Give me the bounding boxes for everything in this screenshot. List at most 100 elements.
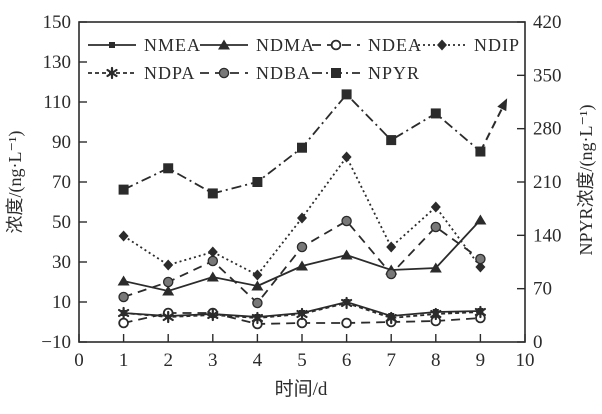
marker-asterisk [296,307,308,321]
marker-square [163,163,174,174]
npyr-axis-arrowhead [497,98,508,112]
x-axis-tick-label: 7 [386,350,396,371]
x-axis-tick-label: 3 [208,350,218,371]
x-axis-title: 时间/d [274,379,328,400]
marker-square [331,68,341,78]
marker-asterisk [341,296,353,310]
npyr-axis-arrow-line [479,108,503,152]
marker-diamond [475,261,486,273]
y-axis-left-tick-label: −10 [41,332,71,353]
marker-square [386,135,397,146]
legend-item-NDMA: NDMA [200,35,315,55]
x-axis-tick-label: 8 [431,350,441,371]
marker-triangle [206,271,219,282]
legend-label-NDIP: NDIP [474,35,520,55]
marker-diamond [341,151,352,163]
marker-triangle [296,260,308,271]
y-axis-right-tick-label: 0 [533,332,543,353]
y-axis-left-title: 浓度/(ng·L⁻¹) [5,130,25,234]
legend-item-NDPA: NDPA [88,63,195,83]
marker-gray-circle [341,215,352,227]
marker-triangle [162,285,175,296]
marker-asterisk [385,311,397,325]
marker-diamond [386,241,397,253]
marker-gray-circle [162,276,174,288]
marker-gray-circle [118,291,129,303]
series-NPYR [118,89,508,199]
x-axis-tick-label: 4 [253,350,263,371]
marker-asterisk [106,66,118,80]
marker-asterisk [207,308,219,322]
y-axis-right-tick-label: 420 [533,12,562,33]
legend-item-NPYR: NPYR [312,63,420,83]
marker-asterisk [162,310,174,324]
y-axis-right-tick-label: 70 [533,279,552,300]
marker-diamond [207,246,218,258]
marker-diamond [437,39,447,51]
marker-gray-circle [207,255,219,267]
series-NDIP [118,151,486,281]
y-axis-left-tick-label: 150 [43,12,72,33]
marker-triangle [474,214,487,225]
marker-gray-circle [385,268,397,280]
series-NDMA-line [123,219,482,292]
x-axis-tick-label: 0 [74,350,84,371]
marker-square [297,142,307,153]
marker-gray-circle [252,297,263,309]
series-NDMA [117,214,487,296]
legend-label-NDBA: NDBA [256,63,311,83]
marker-gray-circle [430,221,442,233]
legend-label-NMEA: NMEA [144,35,201,55]
marker-diamond [118,230,129,242]
marker-small-square [109,42,115,48]
legend-item-NMEA: NMEA [88,35,201,55]
marker-triangle [429,262,442,273]
legend-item-NDEA: NDEA [312,35,422,55]
marker-diamond [252,269,263,281]
x-axis-tick-label: 10 [516,350,535,371]
series-NDPA [117,296,486,325]
marker-gray-circle [296,241,308,253]
legend-item-NDBA: NDBA [200,63,311,83]
legend-label-NPYR: NPYR [368,63,420,83]
y-axis-left-tick-label: 110 [43,92,71,113]
marker-diamond [163,259,174,271]
series-NDBA [118,215,486,309]
marker-gray-circle [475,253,486,265]
x-axis-tick-label: 9 [476,350,486,371]
legend-label-NDEA: NDEA [368,35,422,55]
marker-square [252,177,263,187]
y-axis-left-tick-label: 10 [52,292,71,313]
marker-square [341,89,352,100]
marker-triangle [117,275,130,286]
marker-diamond [430,201,441,213]
marker-open-circle [118,317,129,329]
x-axis-tick-label: 1 [119,350,129,371]
y-axis-left-tick-label: 70 [52,172,71,193]
x-axis-tick-label: 5 [297,350,307,371]
y-axis-right-title: NPYR浓度/(ng·L⁻¹) [576,104,596,256]
marker-asterisk [430,307,442,321]
marker-diamond [297,212,307,224]
marker-asterisk [474,305,486,319]
x-axis-tick-label: 2 [163,350,173,371]
y-axis-right-tick-label: 280 [533,119,562,140]
legend-label-NDMA: NDMA [256,35,315,55]
y-axis-left-tick-label: 30 [52,252,71,273]
marker-square [430,108,441,119]
y-axis-left-tick-label: 90 [52,132,71,153]
y-axis-right-tick-label: 210 [533,172,562,193]
marker-triangle [218,39,230,50]
y-axis-right-tick-label: 140 [533,225,562,246]
marker-square [207,188,218,199]
marker-open-circle [330,39,342,51]
y-axis-left-tick-label: 50 [52,212,71,233]
marker-triangle [251,280,264,291]
y-axis-left-tick-label: 130 [43,52,72,73]
marker-gray-circle [218,67,230,79]
x-axis-tick-label: 6 [342,350,352,371]
legend-label-NDPA: NDPA [144,63,195,83]
marker-open-circle [341,317,352,329]
